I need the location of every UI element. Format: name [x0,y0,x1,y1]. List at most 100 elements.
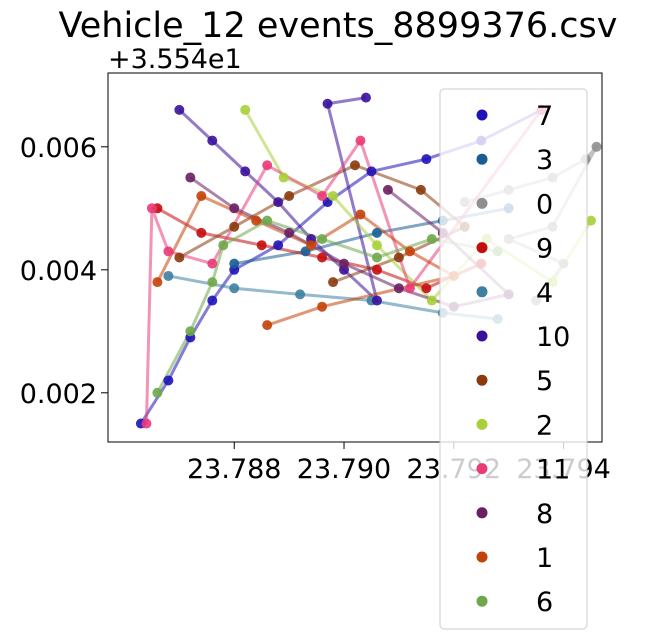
data-point-2-7 [586,215,597,226]
legend-marker-11 [476,463,488,475]
data-point-4-0 [163,270,174,281]
data-point-3-2 [371,227,382,238]
data-point-1-0 [152,277,163,288]
data-point-5-7 [328,277,339,288]
data-point-7-5 [273,240,284,251]
data-point-2-4 [426,295,437,306]
data-point-6-1 [185,326,196,337]
data-point-11-1 [146,203,157,214]
data-point-10-1 [207,135,218,146]
data-point-3-0 [229,258,240,269]
legend-marker-2 [476,418,488,430]
data-point-9-2 [256,240,267,251]
legend-marker-0 [476,197,488,209]
data-point-2-1 [278,172,289,183]
x-tick-label-1: 23.790 [297,454,391,485]
legend-label-9: 9 [536,234,553,265]
data-point-11-6 [355,135,366,146]
data-point-11-7 [404,283,415,294]
data-point-7-7 [366,166,377,177]
legend-marker-8 [476,507,488,519]
data-point-11-4 [262,160,273,171]
data-point-1-8 [262,320,273,331]
data-point-1-4 [355,209,366,220]
data-point-5-2 [284,191,295,201]
plot-border [107,72,603,443]
y-tick-label-1: 0.004 [20,256,97,287]
data-point-7-1 [163,375,174,386]
data-point-8-4 [393,283,404,294]
data-point-1-7 [317,301,328,312]
data-point-6-0 [152,387,163,398]
data-point-8-8 [382,184,393,195]
data-point-7-3 [207,295,218,306]
data-point-9-5 [421,283,432,294]
legend-marker-5 [476,374,488,386]
legend-marker-6 [476,595,488,607]
data-point-2-0 [240,104,251,115]
legend-label-7: 7 [536,101,553,132]
data-point-1-3 [306,240,317,251]
data-point-5-0 [174,252,185,263]
data-point-5-6 [393,252,404,263]
legend-marker-3 [476,153,488,165]
y-offset-label: +3.554e1 [108,44,242,75]
x-tick-label-0: 23.788 [187,454,281,485]
data-point-2-3 [371,240,382,251]
data-point-8-2 [284,227,295,238]
data-point-1-2 [251,215,262,226]
data-point-6-7 [426,234,437,245]
data-point-11-2 [163,246,174,257]
legend-marker-9 [476,242,488,254]
legend-label-1: 1 [536,543,553,574]
data-point-0-4 [591,141,602,152]
series-points [135,92,602,429]
chart-title: Vehicle_12 events_8899376.csv [59,6,618,46]
legend-label-6: 6 [536,587,553,618]
data-point-9-3 [317,252,328,263]
legend-label-2: 2 [536,410,553,441]
legend-label-3: 3 [536,145,553,176]
data-point-6-3 [218,240,229,251]
data-point-10-7 [322,98,333,109]
data-point-9-4 [371,264,382,275]
data-point-10-0 [174,104,185,115]
legend-box [439,88,588,630]
legend-marker-1 [476,551,488,563]
data-point-10-2 [240,166,251,177]
legend-marker-7 [476,109,488,121]
legend-label-4: 4 [536,278,553,309]
data-point-4-2 [295,289,306,300]
legend-marker-4 [476,286,488,298]
data-point-1-1 [196,191,207,201]
data-point-11-0 [141,418,152,429]
data-point-2-2 [328,191,339,201]
y-tick-label-0: 0.002 [20,379,97,410]
data-point-6-5 [317,234,328,245]
legend-label-8: 8 [536,499,553,530]
data-point-6-2 [207,277,218,288]
data-point-8-1 [229,203,240,214]
data-point-9-1 [196,227,207,238]
legend-label-0: 0 [536,189,553,220]
data-point-4-1 [229,283,240,294]
data-point-11-5 [317,191,328,201]
data-point-1-5 [404,246,415,257]
y-axis: 0.002 0.004 0.006 [20,133,108,410]
legend-label-5: 5 [536,366,553,397]
data-point-10-3 [273,197,284,208]
legend: 7 3 0 9 4 10 5 2 11 8 1 6 [439,88,588,630]
data-point-5-1 [229,221,240,232]
data-point-5-4 [415,184,426,195]
data-point-6-4 [262,215,273,226]
data-point-6-6 [371,252,382,263]
data-point-5-3 [350,160,360,171]
data-point-8-0 [185,172,196,183]
data-point-8-3 [339,258,350,269]
y-tick-label-2: 0.006 [20,133,97,164]
data-point-11-3 [207,258,218,269]
legend-label-10: 10 [536,322,570,353]
legend-label-11: 11 [536,455,570,486]
data-point-10-8 [360,92,371,103]
